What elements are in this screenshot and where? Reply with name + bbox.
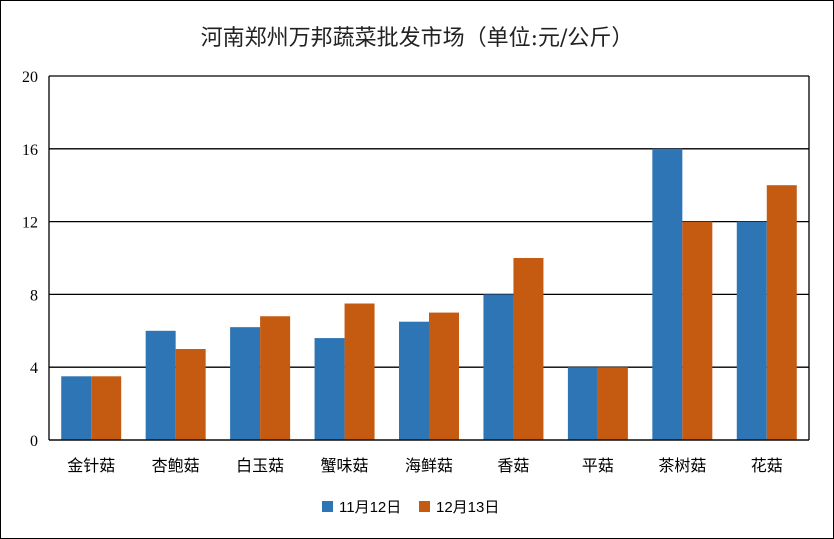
bar-series1 xyxy=(736,221,767,440)
y-tick-label: 4 xyxy=(30,360,38,377)
bar-series2 xyxy=(429,312,459,440)
legend-label: 11月12日 xyxy=(339,499,401,516)
bar-series1 xyxy=(567,367,598,440)
x-tick-label: 蟹味菇 xyxy=(321,456,369,475)
bars xyxy=(61,148,797,441)
legend-swatch xyxy=(322,501,333,512)
legend-label: 12月13日 xyxy=(436,499,499,516)
bar-series2 xyxy=(682,221,713,440)
y-tick-label: 0 xyxy=(30,433,38,450)
y-tick-label: 8 xyxy=(30,287,38,304)
x-tick-label: 白玉菇 xyxy=(236,456,284,475)
bar-series2 xyxy=(91,376,122,440)
bar-series1 xyxy=(314,338,345,440)
bar-series2 xyxy=(344,303,375,440)
x-tick-label: 茶树菇 xyxy=(658,456,706,475)
y-tick-label: 12 xyxy=(22,215,38,232)
bar-series1 xyxy=(145,330,176,440)
bar-series2 xyxy=(597,367,628,440)
x-tick-label: 平菇 xyxy=(582,456,614,475)
x-tick-label: 花菇 xyxy=(751,456,783,475)
bar-series1 xyxy=(230,327,261,440)
bar-series2 xyxy=(175,349,206,440)
legend-swatch xyxy=(419,501,430,512)
x-tick-label: 金针菇 xyxy=(67,456,115,475)
y-tick-label: 16 xyxy=(22,142,38,159)
bar-series2 xyxy=(766,185,797,440)
bar-series1 xyxy=(483,294,514,440)
bar-series2 xyxy=(513,258,544,440)
axes: 0 4 8 12 16 20 金针菇 杏鲍菇 白玉菇 蟹味菇 海鲜菇 香菇 平菇 茶树菇 花菇 xyxy=(22,69,810,475)
y-tick-label: 20 xyxy=(22,69,38,86)
chart-title: 河南郑州万邦蔬菜批发市场（单位:元/公斤） xyxy=(201,26,634,51)
bar-series2 xyxy=(260,316,291,440)
bar-series1 xyxy=(61,376,92,440)
legend: 11月12日 12月13日 xyxy=(322,499,499,516)
x-tick-label: 香菇 xyxy=(497,456,529,475)
bar-series1 xyxy=(399,321,429,440)
x-tick-label: 海鲜菇 xyxy=(405,456,453,475)
x-tick-label: 杏鲍菇 xyxy=(152,456,200,475)
bar-series1 xyxy=(652,148,683,441)
